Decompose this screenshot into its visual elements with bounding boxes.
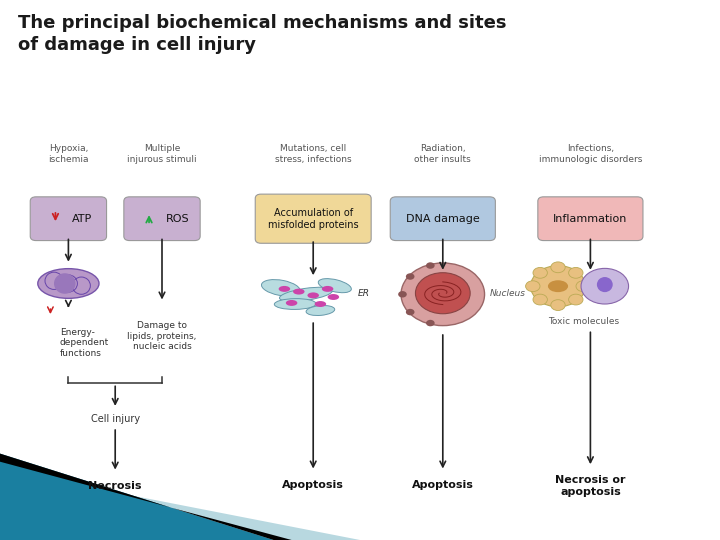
Text: Apoptosis: Apoptosis [282, 480, 344, 490]
Ellipse shape [38, 268, 99, 298]
Polygon shape [0, 454, 292, 540]
Circle shape [569, 294, 583, 305]
Text: Toxic molecules: Toxic molecules [548, 317, 618, 326]
Ellipse shape [322, 286, 333, 292]
Circle shape [415, 273, 470, 314]
Circle shape [551, 300, 565, 310]
Text: Inflammation: Inflammation [553, 214, 628, 224]
Circle shape [426, 262, 435, 269]
Circle shape [581, 268, 629, 304]
Circle shape [426, 320, 435, 326]
Circle shape [406, 273, 415, 280]
Ellipse shape [279, 286, 290, 292]
Ellipse shape [328, 294, 339, 300]
Text: Hypoxia,
ischemia: Hypoxia, ischemia [48, 144, 89, 164]
Circle shape [406, 309, 415, 315]
Circle shape [531, 266, 585, 307]
Circle shape [576, 281, 590, 292]
Circle shape [401, 263, 485, 326]
Text: Energy-
dependent
functions: Energy- dependent functions [60, 328, 109, 357]
Text: ER: ER [358, 289, 370, 298]
Text: Mutations, cell
stress, infections: Mutations, cell stress, infections [275, 144, 351, 164]
Ellipse shape [261, 280, 300, 296]
Text: Infections,
immunologic disorders: Infections, immunologic disorders [539, 144, 642, 164]
Ellipse shape [274, 299, 316, 309]
Circle shape [533, 267, 547, 278]
Text: Damage to
lipids, proteins,
nucleic acids: Damage to lipids, proteins, nucleic acid… [127, 321, 197, 351]
FancyBboxPatch shape [124, 197, 200, 241]
Circle shape [526, 281, 540, 292]
Text: The principal biochemical mechanisms and sites
of damage in cell injury: The principal biochemical mechanisms and… [18, 14, 506, 55]
Polygon shape [0, 454, 274, 540]
Text: Multiple
injurous stimuli: Multiple injurous stimuli [127, 144, 197, 164]
Ellipse shape [306, 306, 335, 315]
FancyBboxPatch shape [538, 197, 643, 241]
Ellipse shape [54, 273, 76, 294]
Ellipse shape [318, 280, 352, 292]
Ellipse shape [293, 288, 305, 295]
Text: Cell injury: Cell injury [91, 414, 140, 424]
Text: ATP: ATP [72, 214, 92, 224]
Circle shape [569, 267, 583, 278]
Ellipse shape [307, 293, 319, 298]
FancyBboxPatch shape [30, 197, 107, 241]
Circle shape [398, 291, 407, 298]
Text: Apoptosis: Apoptosis [412, 480, 474, 490]
Text: DNA damage: DNA damage [406, 214, 480, 224]
Ellipse shape [597, 277, 613, 292]
Ellipse shape [286, 300, 297, 306]
Circle shape [551, 262, 565, 273]
Text: Accumulation of
misfolded proteins: Accumulation of misfolded proteins [268, 208, 359, 230]
Text: Necrosis or
apoptosis: Necrosis or apoptosis [555, 475, 626, 497]
Text: ROS: ROS [166, 214, 189, 224]
Text: Radiation,
other insults: Radiation, other insults [415, 144, 471, 164]
FancyBboxPatch shape [255, 194, 372, 243]
Circle shape [533, 294, 547, 305]
Text: Nucleus: Nucleus [490, 289, 526, 298]
FancyBboxPatch shape [390, 197, 495, 241]
Text: Necrosis: Necrosis [89, 481, 142, 491]
Polygon shape [0, 470, 360, 540]
Ellipse shape [315, 301, 326, 307]
Ellipse shape [279, 287, 333, 301]
Ellipse shape [548, 280, 568, 292]
